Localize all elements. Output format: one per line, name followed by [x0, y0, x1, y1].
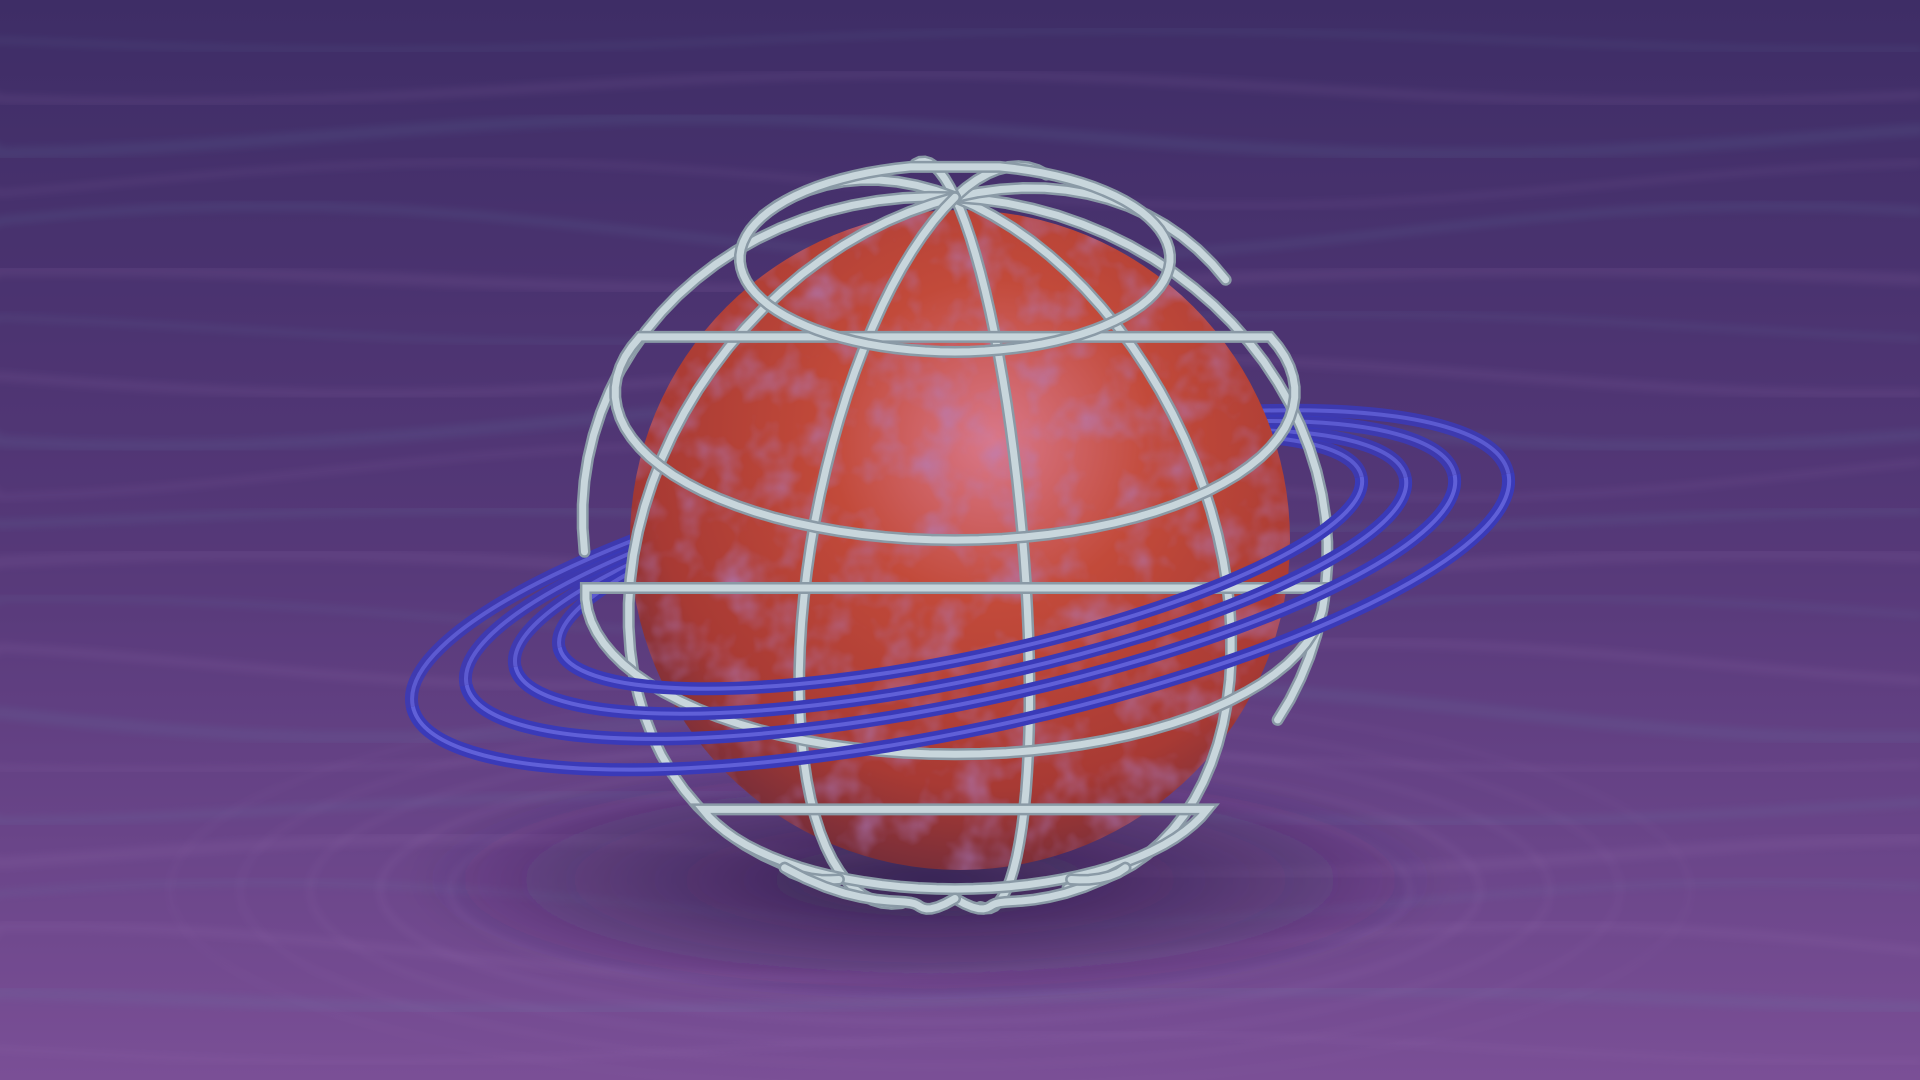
- cage-wire: [736, 163, 1174, 356]
- ripple-line: [0, 69, 1920, 107]
- orbit-ring-highlight: [513, 476, 1409, 716]
- cage-wire: [611, 333, 1299, 544]
- orbit-ring-highlight: [410, 473, 1512, 772]
- ripple-line: [0, 26, 1920, 54]
- orbit-ring-highlight: [464, 474, 1458, 741]
- ripple-line: [0, 112, 1920, 161]
- cage-wire: [781, 864, 959, 913]
- cage-wire: [1067, 864, 1129, 884]
- orbit-rings-front: [405, 472, 1515, 777]
- cage-wire: [625, 193, 959, 868]
- orbit-ring-highlight: [557, 476, 1365, 691]
- wire-cage: [576, 155, 1334, 915]
- cage-wire: [579, 193, 959, 556]
- cage-wire: [951, 864, 1129, 913]
- ripple-line: [0, 1030, 1920, 1065]
